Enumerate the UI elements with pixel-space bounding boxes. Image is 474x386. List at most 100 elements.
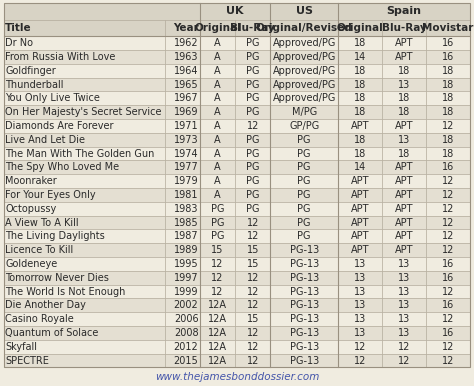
Bar [382,91,426,105]
Text: Moonraker: Moonraker [5,176,57,186]
Bar [338,257,382,271]
Bar [235,105,271,119]
Text: PG: PG [246,163,260,172]
Bar [4,188,164,202]
Bar [271,36,338,50]
Bar [4,257,164,271]
Bar [164,36,200,50]
Text: US: US [296,7,313,16]
Text: A: A [214,66,221,76]
Bar [4,64,164,78]
Text: 12: 12 [442,314,455,324]
Bar [382,326,426,340]
Bar [338,20,382,36]
Bar [382,284,426,298]
Text: The Living Daylights: The Living Daylights [5,231,105,241]
Bar [338,36,382,50]
Text: 14: 14 [354,163,366,172]
Bar [235,312,271,326]
Text: 15: 15 [246,314,259,324]
Bar [4,298,164,312]
Text: 15: 15 [211,245,224,255]
Text: A: A [214,149,221,159]
Text: 16: 16 [442,300,454,310]
Bar [4,340,164,354]
Text: PG: PG [211,204,224,214]
Bar [271,188,338,202]
Text: 12: 12 [246,121,259,131]
Bar [235,298,271,312]
Text: 12: 12 [442,286,455,296]
Bar [200,147,235,161]
Bar [426,243,470,257]
Bar [235,64,271,78]
Bar [271,91,338,105]
Text: 12: 12 [442,121,455,131]
Bar [338,229,382,243]
Bar [164,91,200,105]
Bar [382,119,426,133]
Text: M/PG: M/PG [292,107,317,117]
Bar [382,340,426,354]
Text: GP/PG: GP/PG [289,121,319,131]
Text: PG: PG [298,218,311,227]
Text: 18: 18 [354,135,366,145]
Text: Original: Original [194,23,241,33]
Text: Octopussy: Octopussy [5,204,56,214]
Text: 13: 13 [398,328,410,338]
Text: APT: APT [395,38,413,48]
Text: PG-13: PG-13 [290,273,319,283]
Bar [426,298,470,312]
Bar [200,105,235,119]
Bar [271,105,338,119]
Text: 12: 12 [246,300,259,310]
Bar [382,133,426,147]
Text: 1981: 1981 [174,190,199,200]
Text: 12: 12 [211,273,224,283]
Text: 13: 13 [354,286,366,296]
Bar [271,174,338,188]
Bar [164,119,200,133]
Bar [4,326,164,340]
Text: 1973: 1973 [174,135,199,145]
Bar [235,202,271,216]
Text: 12A: 12A [208,356,227,366]
Text: 13: 13 [398,259,410,269]
Text: PG: PG [298,149,311,159]
Text: Goldeneye: Goldeneye [5,259,57,269]
Bar [338,78,382,91]
Bar [164,174,200,188]
Text: APT: APT [351,190,369,200]
Text: PG: PG [246,149,260,159]
Bar [164,216,200,229]
Text: PG: PG [246,52,260,62]
Bar [164,284,200,298]
Bar [200,326,235,340]
Text: APT: APT [351,121,369,131]
Text: Diamonds Are Forever: Diamonds Are Forever [5,121,114,131]
Bar [235,257,271,271]
Bar [271,20,338,36]
Text: Blu-Ray: Blu-Ray [230,23,275,33]
Bar [382,64,426,78]
Bar [426,271,470,284]
Text: 18: 18 [354,93,366,103]
Bar [200,216,235,229]
Bar [271,298,338,312]
Text: 18: 18 [398,107,410,117]
Text: Die Another Day: Die Another Day [5,300,86,310]
Text: 12: 12 [442,356,455,366]
Text: Approved/PG: Approved/PG [273,80,336,90]
Text: 18: 18 [442,107,454,117]
Bar [164,105,200,119]
Bar [235,229,271,243]
Bar [235,119,271,133]
Text: 2015: 2015 [174,356,199,366]
Text: PG: PG [211,231,224,241]
Bar [200,174,235,188]
Text: PG-13: PG-13 [290,245,319,255]
Bar [164,147,200,161]
Bar [164,257,200,271]
Bar [382,174,426,188]
Bar [382,36,426,50]
